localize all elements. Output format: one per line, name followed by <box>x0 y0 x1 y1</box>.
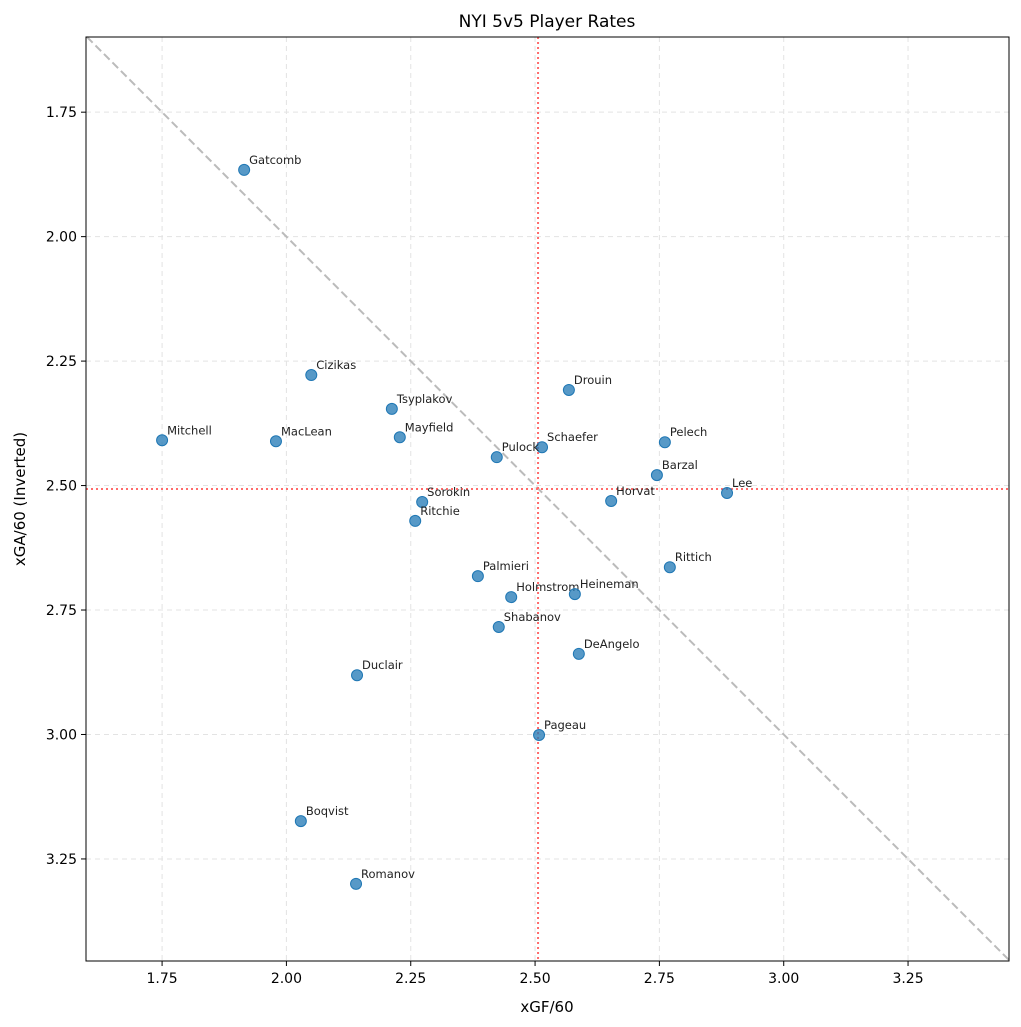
diagonal-line <box>86 36 1010 961</box>
x-tick-label: 2.25 <box>395 971 426 987</box>
point-label: Rittich <box>675 550 712 564</box>
data-point <box>156 434 169 447</box>
data-point <box>351 669 364 682</box>
chart-title: NYI 5v5 Player Rates <box>459 12 636 32</box>
point-label: Boqvist <box>306 804 349 818</box>
point-label: DeAngelo <box>584 637 640 651</box>
x-tick-label: 3.00 <box>768 971 799 987</box>
y-tick-label: 3.00 <box>46 727 77 743</box>
data-point <box>490 451 503 464</box>
point-label: Romanov <box>361 867 415 881</box>
data-point <box>294 815 307 828</box>
point-label: Drouin <box>574 373 612 387</box>
point-label: Shabanov <box>504 610 561 624</box>
point-label: Schaefer <box>547 430 598 444</box>
data-point <box>605 494 618 507</box>
data-point <box>572 647 585 660</box>
point-label: Gatcomb <box>249 153 301 167</box>
x-tick-label: 2.50 <box>519 971 550 987</box>
point-label: Ritchie <box>420 504 460 518</box>
point-label: Pageau <box>544 718 586 732</box>
point-label: Holmstrom <box>516 580 579 594</box>
point-label: Sorokin <box>427 485 470 499</box>
x-tick-label: 1.75 <box>147 971 178 987</box>
y-tick-label: 3.25 <box>46 852 77 868</box>
y-tick-label: 2.50 <box>46 479 77 495</box>
point-label: Duclair <box>362 658 403 672</box>
point-label: Tsyplakov <box>396 392 453 406</box>
point-label: Palmieri <box>483 559 529 573</box>
plot-frame <box>85 36 1010 962</box>
x-tick-label: 2.00 <box>271 971 302 987</box>
x-axis-label: xGF/60 <box>520 998 573 1016</box>
grid-lines <box>86 37 1009 961</box>
data-point <box>409 514 422 527</box>
point-label: Cizikas <box>316 358 356 372</box>
y-tick-label: 1.75 <box>46 105 77 121</box>
data-point <box>492 620 505 633</box>
data-point <box>663 561 676 574</box>
data-point <box>658 436 671 449</box>
data-point <box>393 431 406 444</box>
data-point <box>416 495 429 508</box>
data-point <box>536 441 549 454</box>
y-axis-label: xGA/60 (Inverted) <box>11 432 29 566</box>
x-tick-label: 3.25 <box>892 971 923 987</box>
reference-lines <box>86 36 1010 961</box>
data-point <box>650 469 663 482</box>
data-point <box>533 728 546 741</box>
point-label: Mayfield <box>405 420 454 434</box>
point-label: Pelech <box>670 425 707 439</box>
data-point <box>269 435 282 448</box>
point-label: MacLean <box>281 424 332 438</box>
axis-ticks: 1.75 2.00 2.25 2.50 2.75 3.00 3.25 1.75 2.00 2.25… <box>46 105 924 987</box>
data-point <box>385 402 398 415</box>
x-tick-label: 2.75 <box>644 971 675 987</box>
data-point <box>471 570 484 583</box>
point-label: Mitchell <box>167 423 212 437</box>
y-tick-label: 2.25 <box>46 354 77 370</box>
data-point <box>350 877 363 890</box>
point-label: Pulock <box>502 440 540 454</box>
data-point <box>721 487 734 500</box>
data-point <box>562 383 575 396</box>
y-tick-label: 2.75 <box>46 603 77 619</box>
point-label: Lee <box>732 476 752 490</box>
point-label: Horvat <box>616 484 655 498</box>
data-point <box>305 369 318 382</box>
data-point <box>505 591 518 604</box>
y-tick-label: 2.00 <box>46 230 77 246</box>
data-points: Gatcomb Cizikas Tsyplakov Mitchell MacLean Ma… <box>156 153 752 890</box>
data-point <box>238 163 251 176</box>
data-point <box>568 588 581 601</box>
point-label: Heineman <box>580 577 639 591</box>
point-label: Barzal <box>662 458 698 472</box>
